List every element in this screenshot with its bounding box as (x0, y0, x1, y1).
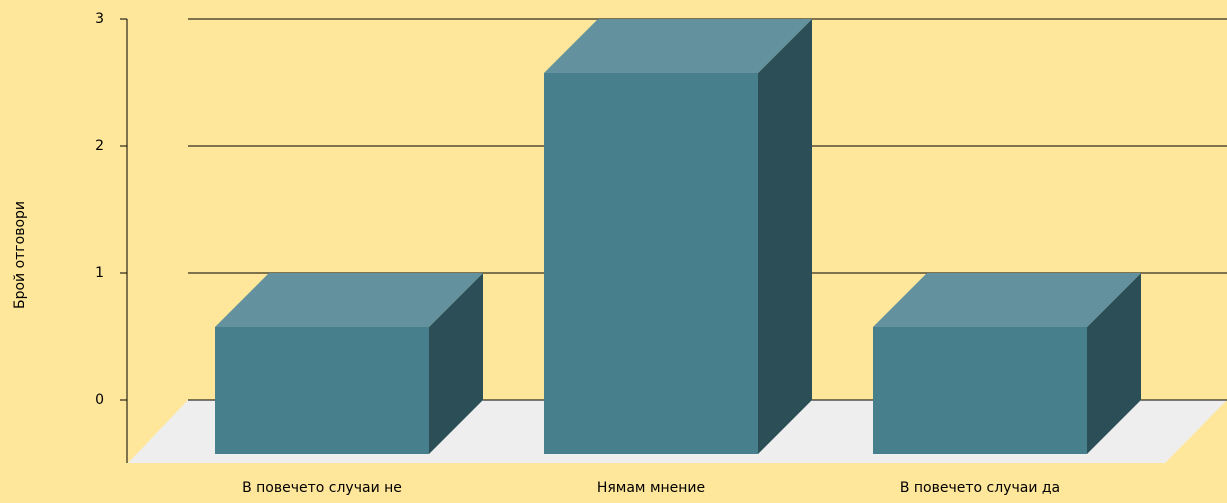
x-tick-label: В повечето случаи да (900, 480, 1060, 496)
y-axis-label: Брой отговори (12, 201, 28, 309)
bar (873, 273, 1141, 454)
bar-top (873, 273, 1141, 327)
bar-side (758, 19, 812, 454)
y-tick-label: 2 (95, 138, 104, 154)
bar (544, 19, 812, 454)
bar-top (544, 19, 812, 73)
bar (215, 273, 483, 454)
bar-front (544, 73, 758, 454)
bar-side (1087, 273, 1141, 454)
x-tick-label: В повечето случаи не (242, 480, 402, 496)
bar-front (873, 327, 1087, 454)
y-tick-label: 0 (95, 392, 104, 408)
bar-front (215, 327, 429, 454)
bar-side (429, 273, 483, 454)
y-tick-label: 1 (95, 265, 104, 281)
y-tick-label: 3 (95, 11, 104, 27)
bar-top (215, 273, 483, 327)
x-tick-label: Нямам мнение (597, 480, 705, 496)
